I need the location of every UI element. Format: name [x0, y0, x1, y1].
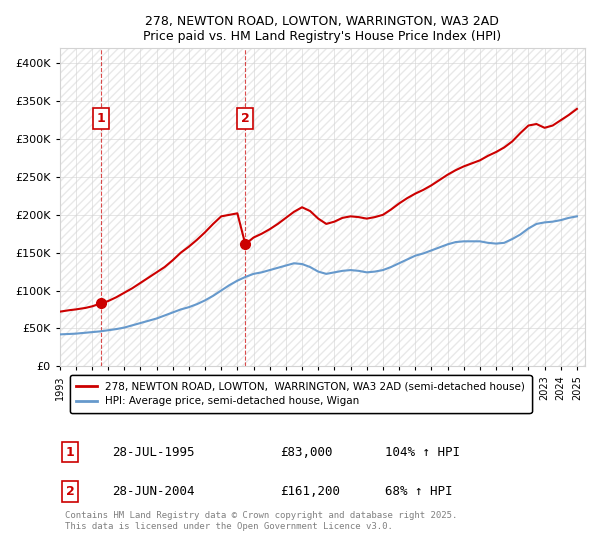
Text: 1: 1	[97, 112, 106, 125]
Text: £161,200: £161,200	[280, 485, 340, 498]
Text: Contains HM Land Registry data © Crown copyright and database right 2025.
This d: Contains HM Land Registry data © Crown c…	[65, 511, 457, 531]
Text: 1: 1	[65, 446, 74, 459]
Text: 28-JUL-1995: 28-JUL-1995	[112, 446, 194, 459]
Text: 104% ↑ HPI: 104% ↑ HPI	[385, 446, 460, 459]
Text: £83,000: £83,000	[280, 446, 333, 459]
Text: 2: 2	[65, 485, 74, 498]
Text: 28-JUN-2004: 28-JUN-2004	[112, 485, 194, 498]
Title: 278, NEWTON ROAD, LOWTON, WARRINGTON, WA3 2AD
Price paid vs. HM Land Registry's : 278, NEWTON ROAD, LOWTON, WARRINGTON, WA…	[143, 15, 502, 43]
Text: 2: 2	[241, 112, 250, 125]
Text: 68% ↑ HPI: 68% ↑ HPI	[385, 485, 453, 498]
Legend: 278, NEWTON ROAD, LOWTON,  WARRINGTON, WA3 2AD (semi-detached house), HPI: Avera: 278, NEWTON ROAD, LOWTON, WARRINGTON, WA…	[70, 375, 532, 413]
